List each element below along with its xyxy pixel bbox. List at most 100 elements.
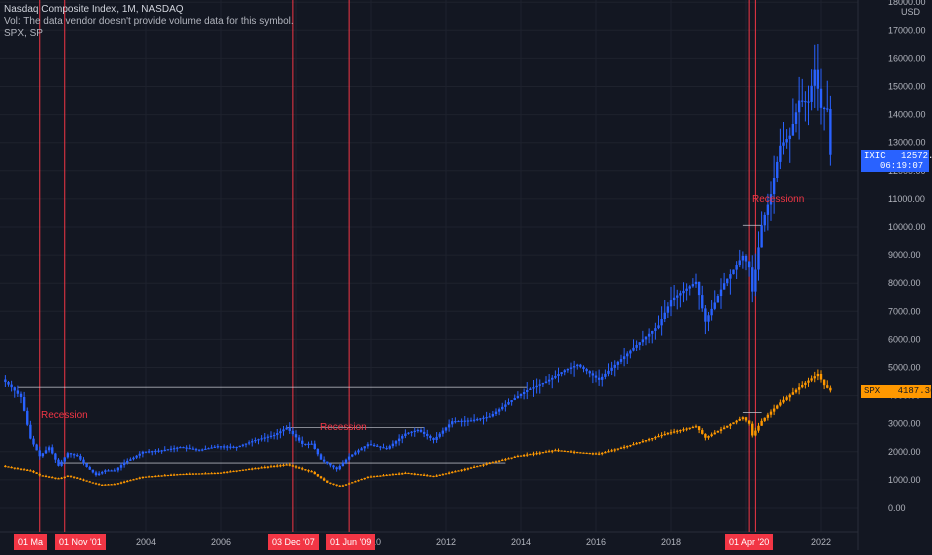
candle-body xyxy=(769,411,773,415)
candle-body xyxy=(266,466,270,468)
candle-body xyxy=(69,475,73,477)
candle-body xyxy=(88,481,91,483)
candle-body xyxy=(197,473,201,475)
candle-body xyxy=(529,388,532,390)
candle-body xyxy=(191,448,195,450)
candle-body xyxy=(382,475,385,477)
candle-body xyxy=(607,451,610,453)
candle-body xyxy=(201,449,204,451)
candle-body xyxy=(179,447,182,449)
bar-countdown: 06:19:07 xyxy=(880,161,924,171)
y-tick-label: 16000.00 xyxy=(888,53,926,63)
candle-body xyxy=(279,431,282,434)
candle-body xyxy=(207,448,210,450)
candle-body xyxy=(666,306,670,313)
candle-body xyxy=(379,446,382,448)
candle-body xyxy=(401,436,404,439)
candle-body xyxy=(794,389,798,393)
candle-body xyxy=(591,453,595,455)
candle-body xyxy=(732,269,735,275)
candle-body xyxy=(722,427,726,430)
candle-body xyxy=(676,430,679,432)
y-tick-label: 14000.00 xyxy=(888,110,926,120)
candle-body xyxy=(569,367,573,369)
candle-body xyxy=(235,446,238,449)
candle-body xyxy=(516,396,520,399)
candle-body xyxy=(57,459,60,466)
candle-body xyxy=(294,434,298,438)
candle-body xyxy=(210,447,213,449)
candle-body xyxy=(582,452,585,454)
candle-body xyxy=(351,482,354,484)
candle-body xyxy=(738,260,741,266)
candle-body xyxy=(797,100,801,113)
candle-body xyxy=(626,353,629,357)
candle-body xyxy=(822,107,826,110)
candle-body xyxy=(47,476,51,478)
candle-body xyxy=(497,460,501,462)
candle-body xyxy=(676,295,679,298)
candle-body xyxy=(79,456,82,460)
candle-body xyxy=(247,442,251,444)
candle-body xyxy=(754,430,757,436)
candle-body xyxy=(422,431,426,434)
candle-body xyxy=(810,85,813,102)
candle-body xyxy=(347,483,351,485)
candle-body xyxy=(22,469,26,471)
candle-body xyxy=(604,452,607,454)
candle-body xyxy=(535,453,538,455)
candle-body xyxy=(426,433,429,436)
y-tick-label: 3000.00 xyxy=(888,419,921,429)
candle-body xyxy=(719,429,723,431)
candle-body xyxy=(566,451,570,453)
candle-body xyxy=(369,476,373,478)
candle-body xyxy=(407,432,410,434)
candle-body xyxy=(344,484,348,486)
y-tick-label: 8000.00 xyxy=(888,278,921,288)
candle-body xyxy=(372,476,376,478)
candle-body xyxy=(182,473,185,476)
candle-body xyxy=(697,281,701,296)
candle-body xyxy=(119,465,123,468)
candle-body xyxy=(163,475,166,477)
candle-body xyxy=(532,453,535,455)
candle-body xyxy=(551,377,554,380)
candle-body xyxy=(76,455,79,457)
candle-body xyxy=(32,438,35,445)
candle-body xyxy=(413,473,416,475)
currency-label[interactable]: USD xyxy=(901,7,921,17)
y-tick-label: 10000.00 xyxy=(888,222,926,232)
candle-body xyxy=(319,476,323,479)
candle-body xyxy=(519,455,523,457)
candle-body xyxy=(191,473,195,475)
recession-date-tag: 01 Ma xyxy=(14,534,48,550)
candle-body xyxy=(141,451,145,454)
candle-body xyxy=(604,373,607,377)
candle-body xyxy=(472,466,476,468)
candle-body xyxy=(476,465,479,468)
candle-body xyxy=(716,430,720,433)
candle-body xyxy=(307,443,310,445)
candle-body xyxy=(360,448,363,451)
y-tick-label: 11000.00 xyxy=(888,194,925,204)
candle-body xyxy=(526,454,529,456)
candle-body xyxy=(494,461,498,463)
candle-body xyxy=(663,312,666,320)
candle-body xyxy=(426,475,429,477)
y-axis[interactable]: 0.001000.002000.003000.004000.005000.006… xyxy=(888,0,926,513)
candle-body xyxy=(485,463,488,465)
candle-body xyxy=(376,445,379,447)
candle-body xyxy=(672,297,676,301)
candle-body xyxy=(213,446,216,449)
candle-body xyxy=(816,69,820,89)
candle-body xyxy=(66,475,70,477)
candle-body xyxy=(591,373,595,376)
candle-body xyxy=(279,465,282,467)
compare-symbol[interactable]: SPX, SP xyxy=(4,28,43,39)
candle-body xyxy=(101,484,104,486)
candle-body xyxy=(779,145,782,162)
candle-body xyxy=(463,420,466,422)
candle-body xyxy=(266,436,270,438)
